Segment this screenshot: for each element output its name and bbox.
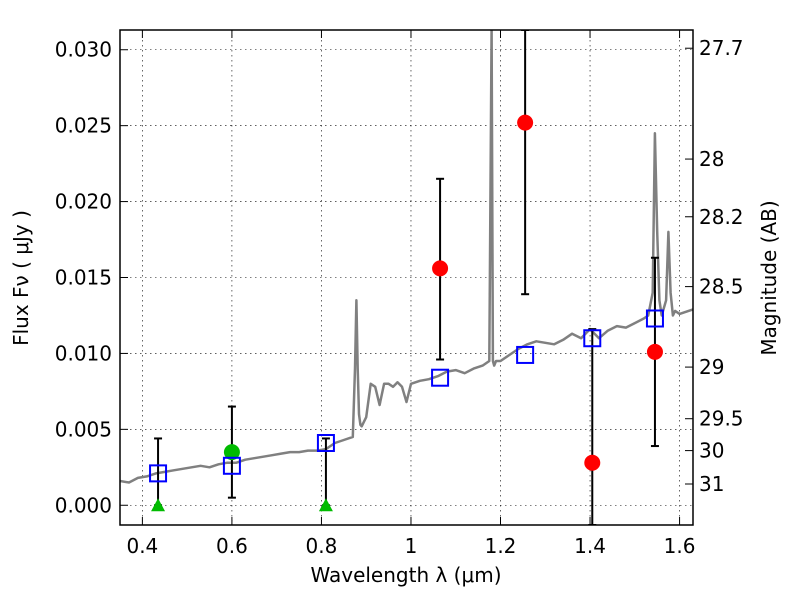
right-tick-label: 29.5 xyxy=(699,407,744,431)
x-tick-label: 0.4 xyxy=(126,534,158,558)
upper-limit-marker xyxy=(151,498,166,512)
y-tick-label: 0.030 xyxy=(55,38,112,62)
x-tick-label: 1.6 xyxy=(664,534,696,558)
right-tick-label: 30 xyxy=(699,439,724,463)
model-square-marker xyxy=(316,434,335,453)
x-tick-label: 1.2 xyxy=(485,534,517,558)
model-square-marker xyxy=(149,464,168,483)
data-point xyxy=(584,454,601,471)
upper-limit-marker xyxy=(318,498,333,512)
right-tick-label: 28.2 xyxy=(699,205,744,229)
data-point xyxy=(223,444,240,461)
model-square-marker xyxy=(583,329,602,348)
data-layer xyxy=(120,30,693,525)
data-point xyxy=(432,260,449,277)
right-tick-label: 28 xyxy=(699,147,724,171)
y-tick-label: 0.020 xyxy=(55,190,112,214)
y-tick-label: 0.000 xyxy=(55,493,112,517)
x-tick-label: 1.4 xyxy=(574,534,606,558)
y-tick-label: 0.005 xyxy=(55,417,112,441)
right-tick-label: 31 xyxy=(699,472,724,496)
data-point xyxy=(517,114,534,131)
spectrum-line xyxy=(120,30,693,484)
model-square-marker xyxy=(431,368,450,387)
x-tick-label: 0.6 xyxy=(216,534,248,558)
y-tick-label: 0.015 xyxy=(55,266,112,290)
grid-lines xyxy=(120,30,693,525)
y-axis-title: Flux Fν ( μJy ) xyxy=(9,210,33,346)
data-point xyxy=(646,343,663,360)
right-tick-label: 29 xyxy=(699,355,724,379)
axis-ticks: 0.4 0.6 0.8 1 1.2 1.4 1.6 0.000 0.005 0.010 0.015 0… xyxy=(55,30,744,558)
model-square-marker xyxy=(516,345,535,364)
x-tick-label: 0.8 xyxy=(306,534,338,558)
x-axis-title: Wavelength λ (μm) xyxy=(310,563,501,587)
right-axis-title: Magnitude (AB) xyxy=(757,200,781,355)
x-tick-label: 1 xyxy=(405,534,418,558)
y-tick-label: 0.010 xyxy=(55,341,112,365)
y-tick-label: 0.025 xyxy=(55,114,112,138)
model-square-marker xyxy=(645,309,664,328)
right-tick-label: 28.5 xyxy=(699,275,744,299)
model-square-marker xyxy=(222,456,241,475)
right-tick-label: 27.7 xyxy=(699,36,744,60)
